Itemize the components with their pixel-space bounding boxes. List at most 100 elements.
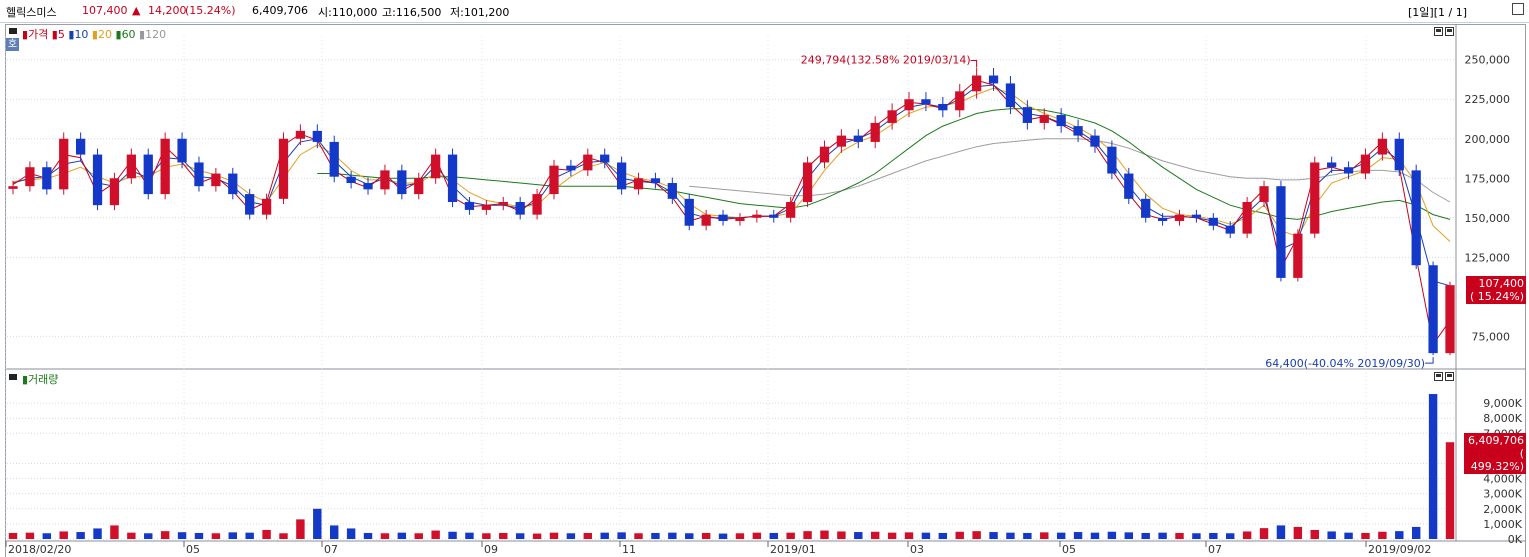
x-tick-label: 05	[186, 543, 200, 556]
price-y-tick: 75,000	[1472, 330, 1511, 343]
candle-body	[143, 154, 153, 195]
volume-bar	[25, 532, 35, 539]
candle-body	[109, 178, 120, 206]
price-panel-maximize-icon[interactable]	[1445, 27, 1454, 36]
volume-y-tick: 4,000K	[1483, 473, 1522, 486]
volume-bar	[380, 533, 390, 539]
x-tick-label: 07	[1208, 543, 1222, 556]
price-y-tick: 250,000	[1465, 54, 1511, 67]
volume-bar	[1378, 531, 1387, 539]
candle-body	[1377, 138, 1388, 155]
candle-body	[684, 198, 694, 226]
volume-panel-menu-icon	[9, 374, 17, 380]
volume-bar	[329, 525, 339, 539]
price-y-tick: 175,000	[1465, 172, 1511, 185]
volume-legend: ▮거래량	[22, 373, 58, 386]
legend-entry-60: 60	[122, 28, 136, 41]
low-annotation: 64,400(-40.04% 2019/09/30)	[1265, 357, 1425, 370]
volume-bar	[144, 533, 153, 539]
candle-body	[972, 75, 982, 92]
ma120-line	[689, 138, 1451, 203]
volume-bar	[93, 528, 102, 539]
volume-bar	[1107, 531, 1117, 539]
candle-body	[769, 214, 779, 218]
candle-body	[1225, 225, 1235, 234]
ma60-line	[317, 108, 1451, 220]
volume-bar	[938, 532, 948, 539]
candle-body	[1056, 115, 1066, 127]
open-price: 시:110,000	[318, 6, 378, 19]
volume-bar	[1141, 532, 1150, 539]
volume-bar	[1310, 529, 1319, 539]
volume-bar	[1040, 532, 1049, 539]
x-tick-label: 2018/02/20	[8, 543, 71, 556]
volume-bar	[1124, 532, 1134, 539]
candle-body	[1411, 170, 1421, 266]
candle-body	[59, 138, 69, 190]
candle-body	[1174, 214, 1185, 221]
candle-body	[633, 178, 644, 190]
candle-body	[802, 162, 813, 202]
period-range[interactable]: [1일][1 / 1]	[1408, 6, 1467, 19]
candle-body	[616, 162, 627, 190]
volume-bar	[448, 531, 457, 539]
volume-bar	[1411, 526, 1421, 539]
volume-bar	[1242, 531, 1252, 539]
volume-y-tick: 1,000K	[1483, 518, 1522, 531]
volume-bar	[160, 531, 170, 539]
candle-body	[25, 167, 35, 187]
volume-bar	[887, 532, 897, 539]
candle-body	[1242, 202, 1252, 234]
volume-bar	[59, 531, 68, 539]
volume-bar	[617, 532, 626, 539]
volume-bar	[346, 528, 356, 539]
price-change: 14,200	[148, 4, 187, 17]
volume-bar	[583, 532, 593, 539]
legend-marker-120: ▮	[136, 28, 146, 41]
candle-body	[1208, 217, 1218, 226]
candle-body	[1141, 198, 1151, 218]
current-volume-pct-label: ( 499.32%)	[1470, 447, 1524, 473]
volume-panel-maximize-icon[interactable]	[1445, 372, 1454, 381]
volume-bar	[735, 533, 745, 539]
x-tick-label: 03	[910, 543, 924, 556]
price-panel-minimize-icon[interactable]	[1434, 27, 1443, 36]
volume-bar	[397, 532, 407, 539]
candle-body	[1157, 217, 1168, 221]
stock-name[interactable]: 헬릭스미스	[6, 6, 57, 19]
candle-body	[870, 122, 880, 142]
candle-body	[853, 135, 863, 142]
candle-body	[75, 138, 86, 155]
volume-bar	[1445, 442, 1455, 539]
current-volume-label: 6,409,706	[1468, 434, 1524, 447]
ma5-line	[12, 79, 1451, 346]
candle-body	[600, 154, 610, 163]
volume-bar	[1056, 532, 1066, 539]
candle-body	[92, 154, 103, 206]
volume-y-tick: 8,000K	[1483, 412, 1522, 425]
volume-bar	[127, 532, 136, 539]
quote-badge[interactable]: 호	[6, 38, 19, 51]
current-price: 107,400	[82, 4, 128, 17]
candle-body	[786, 202, 796, 218]
volume-bar	[955, 531, 964, 539]
legend-entry-20: 20	[98, 28, 112, 41]
volume-y-tick: 9,000K	[1483, 397, 1522, 410]
candle-body	[481, 205, 491, 210]
legend-marker-10: ▮	[65, 28, 75, 41]
volume-bar	[42, 533, 52, 539]
volume-bar	[414, 533, 423, 539]
volume-bar	[769, 532, 778, 539]
candle-body	[752, 214, 762, 218]
candle-body	[1073, 126, 1083, 136]
volume-panel-minimize-icon[interactable]	[1434, 372, 1443, 381]
volume-bar	[718, 533, 728, 539]
volume-bar	[1209, 532, 1218, 539]
candle-body	[245, 194, 255, 215]
candle-body	[1428, 265, 1438, 354]
volume-bar	[651, 532, 660, 539]
volume-bar	[8, 532, 18, 539]
volume-bar	[701, 532, 711, 539]
window-toggle-icon[interactable]	[1512, 3, 1524, 15]
